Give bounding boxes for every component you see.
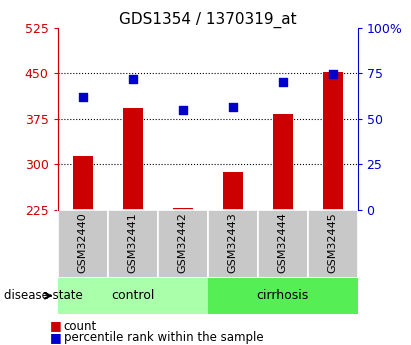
Bar: [58, 277, 208, 314]
Bar: [307, 210, 358, 277]
Title: GDS1354 / 1370319_at: GDS1354 / 1370319_at: [119, 11, 296, 28]
Point: [129, 77, 136, 82]
Text: GSM32440: GSM32440: [78, 212, 88, 273]
Bar: [108, 210, 157, 277]
Bar: [208, 210, 258, 277]
Bar: [157, 210, 208, 277]
Text: GSM32443: GSM32443: [228, 212, 238, 273]
Bar: [58, 210, 108, 277]
Point: [79, 95, 86, 100]
Text: GSM32441: GSM32441: [127, 212, 138, 273]
Text: ■: ■: [50, 319, 61, 333]
Text: GSM32444: GSM32444: [277, 212, 288, 273]
Bar: [323, 72, 342, 210]
Bar: [272, 114, 293, 210]
Bar: [258, 210, 307, 277]
Bar: [223, 171, 242, 210]
Text: cirrhosis: cirrhosis: [256, 289, 309, 302]
Text: GSM32445: GSM32445: [328, 212, 337, 273]
Bar: [122, 108, 143, 210]
Point: [279, 79, 286, 85]
Text: percentile rank within the sample: percentile rank within the sample: [64, 331, 263, 344]
Text: GSM32442: GSM32442: [178, 212, 187, 273]
Text: control: control: [111, 289, 154, 302]
Bar: [208, 277, 358, 314]
Point: [229, 104, 236, 109]
Text: count: count: [64, 319, 97, 333]
Bar: [173, 208, 192, 210]
Text: ■: ■: [50, 331, 61, 344]
Point: [329, 71, 336, 77]
Text: disease state: disease state: [4, 289, 83, 302]
Point: [179, 107, 186, 112]
Bar: [73, 156, 92, 210]
